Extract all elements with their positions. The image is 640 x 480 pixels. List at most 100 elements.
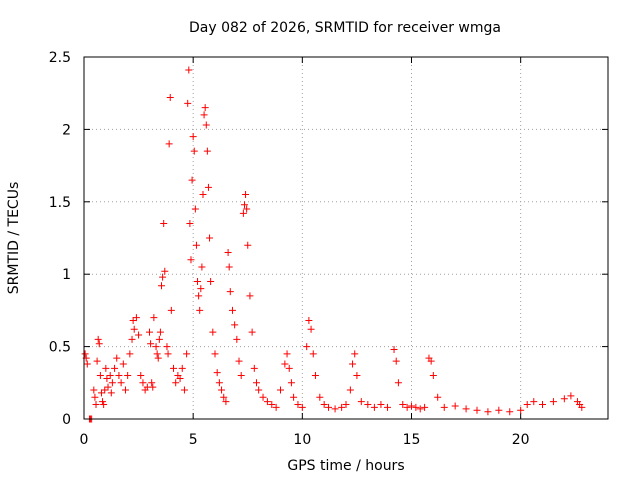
data-point-marker: [283, 350, 291, 358]
data-point-marker: [281, 360, 289, 368]
data-point-marker: [126, 350, 134, 358]
data-point-marker: [305, 317, 313, 325]
data-point-marker: [403, 403, 411, 411]
data-point-marker: [222, 398, 230, 406]
data-point-marker: [130, 325, 138, 333]
data-point-marker: [211, 350, 219, 358]
data-point-marker: [149, 383, 157, 391]
data-point-marker: [176, 374, 184, 382]
data-point-marker: [244, 241, 252, 249]
data-point-marker: [338, 403, 346, 411]
data-point-marker: [331, 405, 339, 413]
data-point-marker: [530, 398, 538, 406]
y-tick-label: 1.5: [49, 195, 71, 211]
data-point-marker: [166, 94, 174, 102]
data-point-marker: [377, 401, 385, 409]
y-tick-label: 1: [62, 267, 71, 283]
data-point-marker: [135, 331, 143, 339]
data-point-marker: [199, 191, 207, 199]
data-point-marker: [198, 263, 206, 271]
data-point-marker: [178, 364, 186, 372]
data-point-marker: [164, 350, 172, 358]
data-point-marker: [153, 350, 161, 358]
data-point-marker: [93, 357, 101, 365]
data-point-marker: [239, 209, 247, 217]
data-point-marker: [137, 372, 145, 380]
data-point-marker: [429, 372, 437, 380]
data-point-marker: [189, 133, 197, 141]
data-point-marker: [427, 357, 435, 365]
data-point-marker: [451, 402, 459, 410]
data-point-marker: [495, 406, 503, 414]
data-point-marker: [108, 379, 116, 387]
data-point-marker: [152, 343, 160, 351]
data-point-marker: [100, 401, 108, 409]
data-point-marker: [95, 340, 103, 348]
data-point-marker: [115, 372, 123, 380]
data-points: [81, 66, 586, 423]
data-point-marker: [146, 328, 153, 336]
data-point-marker: [163, 343, 171, 351]
data-point-marker: [421, 403, 429, 411]
data-point-marker: [255, 386, 263, 394]
data-point-marker: [107, 389, 115, 397]
data-point-marker: [272, 403, 280, 411]
data-point-marker: [129, 317, 137, 325]
data-point-marker: [207, 277, 215, 285]
data-point-marker: [412, 403, 420, 411]
plot-frame: [83, 56, 609, 420]
data-point-marker: [303, 343, 311, 351]
data-point-marker: [473, 406, 481, 414]
data-point-marker: [240, 201, 248, 209]
data-point-marker: [161, 267, 169, 275]
data-point-marker: [99, 398, 107, 406]
data-point-marker: [237, 372, 245, 380]
data-point-marker: [342, 401, 350, 409]
data-point-marker: [383, 403, 391, 411]
data-point-marker: [94, 335, 102, 343]
data-point-marker: [225, 263, 233, 271]
data-point-marker: [204, 183, 212, 191]
data-point-marker: [90, 386, 98, 394]
x-tick-label: 5: [189, 432, 198, 448]
data-point-marker: [190, 147, 198, 155]
data-point-marker: [113, 354, 121, 362]
data-point-marker: [539, 401, 546, 409]
data-point-marker: [351, 350, 359, 358]
data-point-marker: [160, 220, 168, 228]
data-point-marker: [97, 389, 105, 397]
data-point-marker: [390, 345, 398, 353]
data-point-marker: [191, 205, 199, 213]
data-point-marker: [201, 104, 209, 112]
data-point-marker: [224, 248, 232, 256]
data-point-marker: [285, 364, 293, 372]
data-point-marker: [218, 386, 226, 394]
data-point-marker: [325, 403, 333, 411]
data-point-marker: [228, 306, 236, 314]
y-axis-label: SRMTID / TECUs: [6, 182, 22, 295]
x-axis-label: GPS time / hours: [287, 458, 404, 474]
data-point-marker: [233, 335, 241, 343]
data-point-marker: [523, 401, 531, 409]
y-tick-label: 2: [62, 122, 71, 138]
data-point-marker: [195, 292, 203, 300]
data-point-marker: [226, 288, 234, 296]
data-point-marker: [353, 372, 361, 380]
data-point-marker: [517, 406, 525, 414]
data-point-marker: [294, 401, 302, 409]
data-point-marker: [567, 392, 575, 400]
data-point-marker: [83, 360, 91, 368]
data-point-marker: [111, 364, 119, 372]
data-point-marker: [248, 328, 256, 336]
data-point-marker: [150, 314, 158, 322]
data-point-marker: [200, 111, 208, 119]
data-point-marker: [364, 401, 372, 409]
data-point-marker: [104, 383, 112, 391]
data-point-marker: [220, 393, 228, 401]
data-point-marker: [320, 401, 328, 409]
x-tick-label: 0: [80, 432, 89, 448]
data-point-marker: [106, 372, 114, 380]
data-point-marker: [81, 350, 89, 358]
data-point-marker: [203, 147, 211, 155]
